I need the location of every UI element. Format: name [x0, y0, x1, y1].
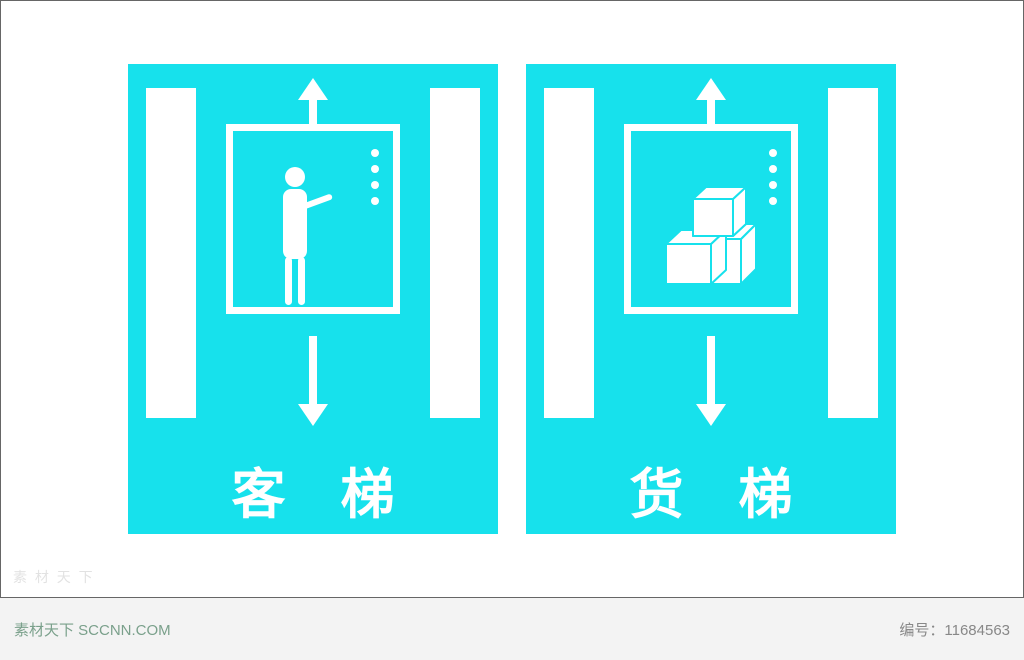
image-id: 编号：11684563: [899, 619, 1010, 640]
elevator-button-dots: [371, 149, 379, 205]
boxes-icon: [661, 169, 771, 289]
canvas: 客 梯 货 梯素 材 天 下: [0, 0, 1024, 598]
arrow-up-shaft: [707, 98, 715, 126]
door-bar: [544, 88, 594, 418]
arrow-down-shaft: [309, 336, 317, 406]
arrow-down-icon: [696, 404, 726, 426]
watermark-text: 素 材 天 下: [13, 567, 95, 587]
door-bar: [430, 88, 480, 418]
elevator-cab-icon: [226, 124, 400, 314]
arrow-down-shaft: [707, 336, 715, 406]
image-id-value: 11684563: [944, 622, 1010, 639]
arrow-up-icon: [696, 78, 726, 100]
elevator-icon-area: [526, 64, 896, 444]
image-id-label: 编号：: [899, 622, 944, 639]
sign-label: 客 梯: [211, 450, 414, 529]
elevator-cab-icon: [624, 124, 798, 314]
elevator-icon-area: [128, 64, 498, 444]
arrow-up-shaft: [309, 98, 317, 126]
person-icon: [273, 167, 333, 307]
door-bar: [146, 88, 196, 418]
door-bar: [828, 88, 878, 418]
arrow-up-icon: [298, 78, 328, 100]
elevator-sign-freight: 货 梯: [526, 64, 896, 534]
footer-bar: 素材天下 SCCNN.COM 编号：11684563: [0, 598, 1024, 660]
sign-label: 货 梯: [609, 450, 812, 529]
arrow-down-icon: [298, 404, 328, 426]
elevator-sign-passenger: 客 梯: [128, 64, 498, 534]
site-name: 素材天下 SCCNN.COM: [14, 619, 171, 640]
